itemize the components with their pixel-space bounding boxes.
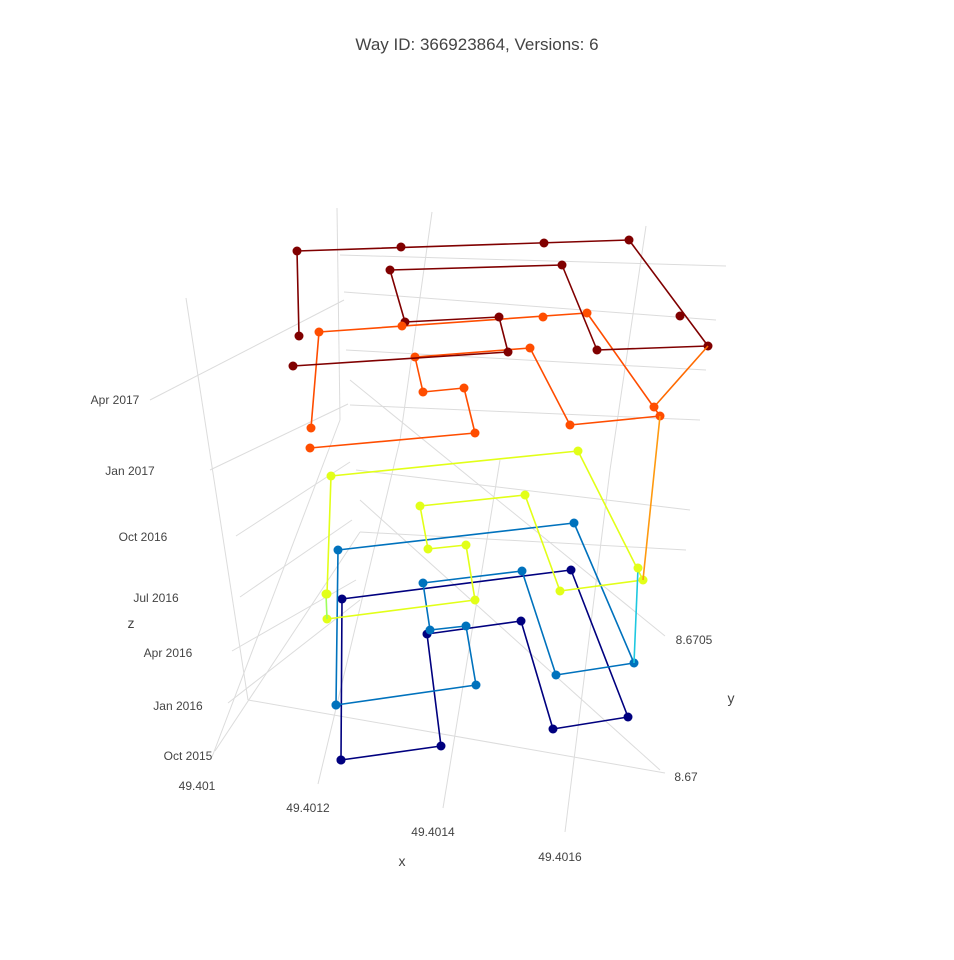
data-point[interactable]: [516, 616, 526, 626]
y-axis-title: y: [728, 690, 735, 706]
data-point[interactable]: [503, 347, 513, 357]
z-tick-label: Oct 2015: [164, 749, 213, 763]
series-line: [309, 312, 661, 449]
data-point[interactable]: [410, 352, 420, 362]
data-point[interactable]: [385, 265, 395, 275]
x-tick-label: 49.4016: [538, 850, 582, 864]
data-point[interactable]: [288, 361, 298, 371]
z-axis-title: z: [128, 615, 135, 631]
z-tick-label: Oct 2016: [119, 530, 168, 544]
data-point[interactable]: [314, 327, 324, 337]
data-point[interactable]: [555, 586, 565, 596]
y-tick-label: 8.67: [674, 770, 698, 784]
data-point[interactable]: [425, 625, 435, 635]
data-point[interactable]: [525, 343, 535, 353]
data-point[interactable]: [565, 420, 575, 430]
z-tick-label: Apr 2016: [144, 646, 193, 660]
x-tick-label: 49.4012: [286, 801, 330, 815]
series-3: [322, 446, 648, 624]
data-point[interactable]: [418, 387, 428, 397]
data-point[interactable]: [623, 712, 633, 722]
data-point[interactable]: [494, 312, 504, 322]
traces: [288, 235, 713, 765]
data-point[interactable]: [292, 246, 302, 256]
z-tick-label: Jan 2016: [153, 699, 203, 713]
data-point[interactable]: [321, 589, 331, 599]
data-point[interactable]: [337, 594, 347, 604]
series-2: [331, 518, 639, 710]
data-point[interactable]: [573, 446, 583, 456]
data-point[interactable]: [333, 545, 343, 555]
x-tick-label: 49.4014: [411, 825, 455, 839]
data-point[interactable]: [423, 544, 433, 554]
series-line: [326, 450, 644, 620]
data-point[interactable]: [569, 518, 579, 528]
y-tick-labels: 8.67 8.6705: [674, 633, 712, 784]
grid-x-3: [442, 459, 501, 809]
series-1: [336, 565, 633, 765]
version-connector: [653, 345, 709, 408]
version-connector: [633, 567, 639, 664]
data-point[interactable]: [471, 680, 481, 690]
x-tick-label: 49.401: [179, 779, 216, 793]
series-5: [288, 235, 713, 371]
grid-x-1: [211, 419, 341, 758]
data-point[interactable]: [675, 311, 685, 321]
data-point[interactable]: [306, 423, 316, 433]
data-point[interactable]: [418, 578, 428, 588]
data-point[interactable]: [624, 235, 634, 245]
grid-x-4: [564, 469, 611, 833]
data-point[interactable]: [305, 443, 315, 453]
data-point[interactable]: [336, 755, 346, 765]
grid-x-2: [317, 439, 401, 785]
data-point[interactable]: [331, 700, 341, 710]
data-point[interactable]: [548, 724, 558, 734]
data-point[interactable]: [538, 312, 548, 322]
series-line: [340, 569, 629, 761]
data-point[interactable]: [461, 540, 471, 550]
version-connector: [642, 415, 661, 581]
data-point[interactable]: [461, 621, 471, 631]
chart-title: Way ID: 366923864, Versions: 6: [355, 35, 598, 54]
data-point[interactable]: [649, 402, 659, 412]
x-axis-title: x: [399, 853, 406, 869]
data-point[interactable]: [517, 566, 527, 576]
y-tick-label: 8.6705: [676, 633, 713, 647]
data-point[interactable]: [557, 260, 567, 270]
data-point[interactable]: [582, 308, 592, 318]
z-tick-labels: Oct 2015 Jan 2016 Apr 2016 Jul 2016 Oct 2016…: [91, 393, 213, 763]
series-line: [292, 239, 709, 367]
z-tick-label: Apr 2017: [91, 393, 140, 407]
grid-lines: [149, 207, 727, 833]
data-point[interactable]: [566, 565, 576, 575]
data-point[interactable]: [539, 238, 549, 248]
z-tick-label: Jul 2016: [133, 591, 179, 605]
data-point[interactable]: [633, 563, 643, 573]
data-point[interactable]: [551, 670, 561, 680]
data-point[interactable]: [397, 321, 407, 331]
data-point[interactable]: [436, 741, 446, 751]
data-point[interactable]: [396, 242, 406, 252]
data-point[interactable]: [470, 428, 480, 438]
data-point[interactable]: [520, 490, 530, 500]
data-point[interactable]: [294, 331, 304, 341]
data-point[interactable]: [326, 471, 336, 481]
x-tick-labels: 49.401 49.4012 49.4014 49.4016: [179, 779, 582, 864]
data-point[interactable]: [470, 595, 480, 605]
data-point[interactable]: [415, 501, 425, 511]
data-point[interactable]: [459, 383, 469, 393]
z-tick-label: Jan 2017: [105, 464, 155, 478]
data-point[interactable]: [592, 345, 602, 355]
series-4: [305, 308, 665, 453]
